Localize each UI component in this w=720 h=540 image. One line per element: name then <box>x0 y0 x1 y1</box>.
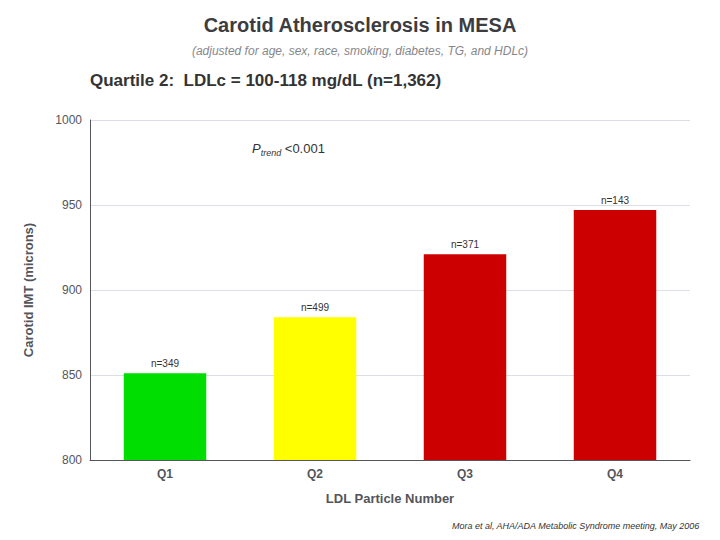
svg-text:1000: 1000 <box>55 113 82 127</box>
svg-text:Mora et al, AHA/ADA Metabolic: Mora et al, AHA/ADA Metabolic Syndrome m… <box>452 521 699 531</box>
svg-text:800: 800 <box>62 453 82 467</box>
svg-text:n=349: n=349 <box>151 358 180 369</box>
svg-text:850: 850 <box>62 368 82 382</box>
svg-text:Carotid Atherosclerosis in MES: Carotid Atherosclerosis in MESA <box>204 14 517 36</box>
svg-text:n=143: n=143 <box>601 195 630 206</box>
svg-text:n=499: n=499 <box>301 302 330 313</box>
svg-text:trend: trend <box>261 148 283 158</box>
svg-text:LDL Particle Number: LDL Particle Number <box>326 491 454 506</box>
svg-text:<0.001: <0.001 <box>281 141 325 156</box>
svg-text:P: P <box>252 141 261 156</box>
svg-text:Q2: Q2 <box>307 467 323 481</box>
svg-text:Q4: Q4 <box>607 467 623 481</box>
svg-text:Q3: Q3 <box>457 467 473 481</box>
svg-text:900: 900 <box>62 283 82 297</box>
svg-text:Carotid IMT (microns): Carotid IMT (microns) <box>21 223 36 357</box>
svg-text:(adjusted for age, sex, race,: (adjusted for age, sex, race, smoking, d… <box>192 44 528 58</box>
svg-text:Q1: Q1 <box>157 467 173 481</box>
svg-text:n=371: n=371 <box>451 239 480 250</box>
svg-text:950: 950 <box>62 198 82 212</box>
svg-text:Quartile 2: LDLc = 100-118 mg: Quartile 2: LDLc = 100-118 mg/dL (n=1,36… <box>90 71 441 90</box>
